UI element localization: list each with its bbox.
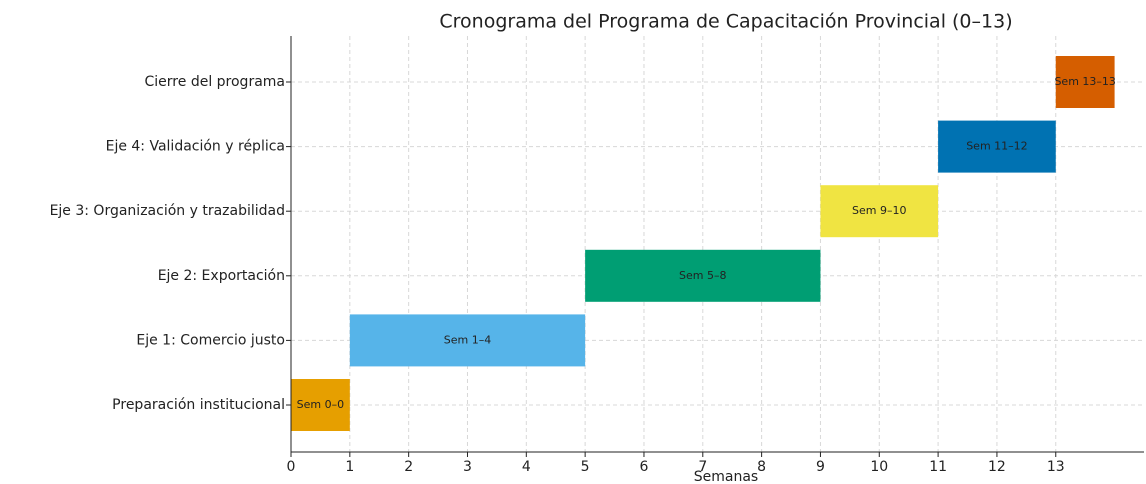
x-tick-label: 9 <box>816 459 825 475</box>
y-tick-label: Eje 4: Validación y réplica <box>106 139 285 155</box>
x-tick-label: 12 <box>988 459 1006 475</box>
bar-label: Sem 5–8 <box>679 269 726 282</box>
y-tick-label: Preparación institucional <box>112 397 285 413</box>
x-tick-label: 6 <box>640 459 649 475</box>
x-tick-label: 11 <box>929 459 947 475</box>
y-tick-label: Cierre del programa <box>145 74 285 90</box>
bar <box>349 314 586 367</box>
x-tick-label: 7 <box>698 459 707 475</box>
bar <box>1055 56 1115 108</box>
chart-title: Cronograma del Programa de Capacitación … <box>439 11 1012 33</box>
bar-label: Sem 11–12 <box>966 140 1027 153</box>
x-axis-label: Semanas <box>694 469 758 484</box>
x-tick-label: 0 <box>287 459 296 475</box>
x-tick-label: 2 <box>404 459 413 475</box>
bar-label: Sem 13–13 <box>1054 75 1115 88</box>
x-tick-label: 3 <box>463 459 472 475</box>
y-tick-label: Eje 1: Comercio justo <box>136 332 285 348</box>
bar-label: Sem 0–0 <box>297 398 344 411</box>
bar-label: Sem 9–10 <box>852 204 906 217</box>
y-tick-label: Eje 3: Organización y trazabilidad <box>50 203 285 219</box>
x-tick-label: 5 <box>581 459 590 475</box>
bar <box>291 379 350 431</box>
bar <box>938 120 1056 173</box>
x-tick-label: 1 <box>345 459 354 475</box>
x-tick-label: 8 <box>757 459 766 475</box>
bar-label: Sem 1–4 <box>444 333 491 346</box>
bar <box>585 249 821 302</box>
x-tick-label: 4 <box>522 459 531 475</box>
y-tick-label: Eje 2: Exportación <box>158 268 285 284</box>
bar <box>820 185 939 238</box>
x-tick-label: 13 <box>1047 459 1065 475</box>
x-tick-label: 10 <box>870 459 888 475</box>
